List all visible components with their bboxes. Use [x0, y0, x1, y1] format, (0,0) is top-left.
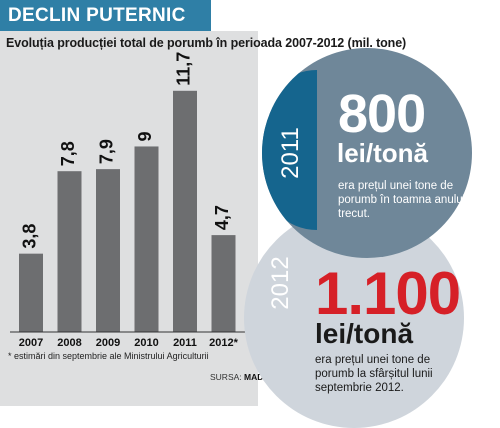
category-label-2009: 2009 [96, 337, 120, 349]
bar-2008 [57, 171, 82, 332]
bar-2011 [173, 90, 197, 332]
value-label-2010: 9 [135, 131, 155, 141]
bars-group [19, 90, 236, 332]
value-label-2012: 4,7 [212, 205, 232, 230]
category-label-2008: 2008 [57, 337, 81, 349]
value-label-2009: 7,9 [97, 139, 117, 164]
price-description-2012: era prețul unei tone de porumb la sfârși… [315, 354, 433, 394]
source-credit: SURSA: MADR [210, 372, 270, 382]
category-label-2010: 2010 [134, 337, 158, 349]
year-label-2011: 2011 [277, 127, 304, 179]
bar-2010 [134, 146, 159, 332]
footnote: * estimări din septembrie ale Ministrulu… [8, 351, 209, 361]
category-labels-group: 2007 2008 2009 2010 2011 2012* [19, 337, 239, 349]
category-label-2007: 2007 [19, 337, 43, 349]
category-label-2012: 2012* [209, 337, 238, 349]
source-value: MADR [244, 372, 270, 382]
price-unit-2012: lei/tonă [315, 318, 414, 349]
value-labels-group: 3,8 7,8 7,9 9 11,7 4,7 [20, 52, 233, 249]
price-value-2012: 1.100 [315, 260, 461, 327]
value-label-2008: 7,8 [58, 141, 78, 166]
category-label-2011: 2011 [173, 337, 197, 349]
price-description-2011: era prețul unei tone de porumb în toamna… [338, 180, 466, 220]
bar-2012 [211, 235, 236, 332]
header-banner: DECLIN PUTERNIC [0, 0, 211, 31]
chart-panel [0, 31, 258, 406]
bar-2009 [96, 169, 120, 332]
bar-2007 [19, 253, 43, 332]
value-label-2007: 3,8 [20, 224, 40, 249]
header-title: DECLIN PUTERNIC [8, 5, 186, 26]
chart-title: Evoluția producției total de porumb în p… [6, 36, 407, 50]
price-value-2011: 800 [338, 84, 426, 144]
year-label-2012: 2012 [267, 256, 294, 310]
price-unit-2011: lei/tonă [337, 138, 429, 168]
source-label: SURSA: [210, 372, 242, 382]
year-band-2011 [262, 70, 317, 230]
value-label-2011: 11,7 [174, 52, 194, 86]
